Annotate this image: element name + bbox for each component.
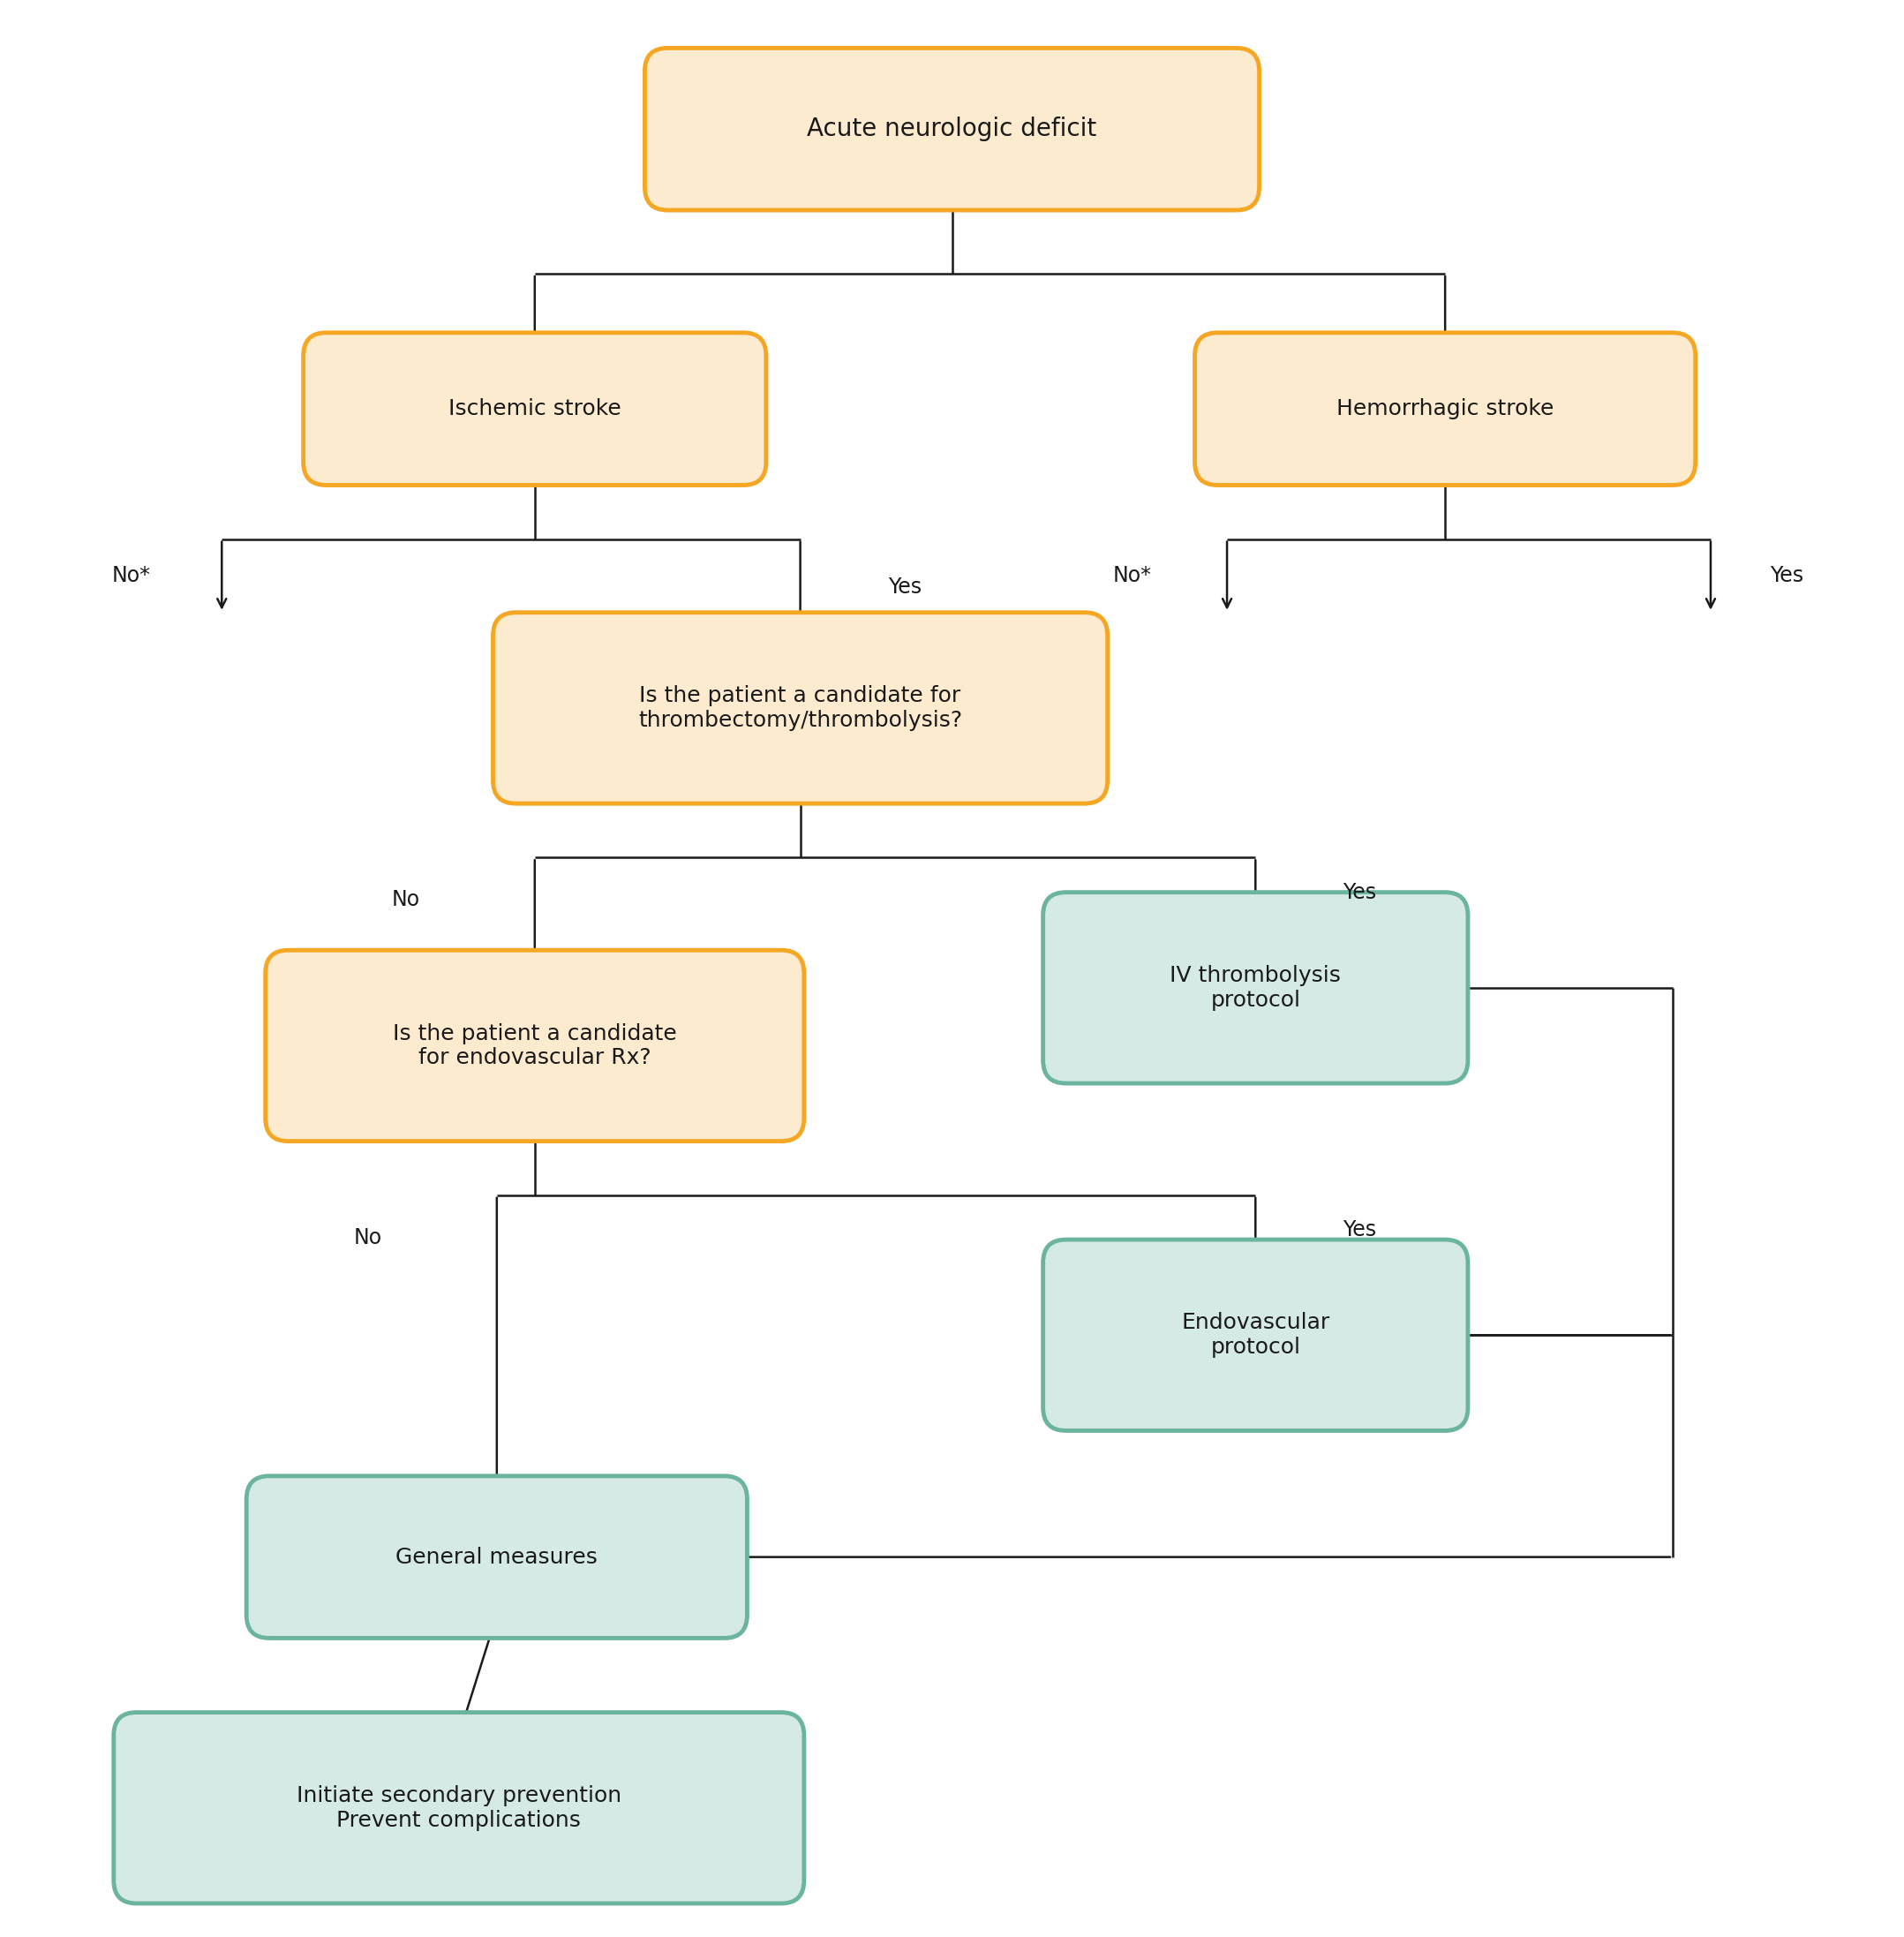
Text: Acute neurologic deficit: Acute neurologic deficit (807, 116, 1097, 141)
Text: Yes: Yes (1342, 1220, 1377, 1240)
Text: Yes: Yes (1769, 566, 1803, 587)
FancyBboxPatch shape (1043, 1240, 1468, 1431)
Text: No: No (354, 1228, 383, 1247)
FancyBboxPatch shape (645, 48, 1259, 209)
Text: Hemorrhagic stroke: Hemorrhagic stroke (1337, 399, 1554, 420)
Text: Ischemic stroke: Ischemic stroke (447, 399, 621, 420)
Text: General measures: General measures (396, 1546, 598, 1567)
FancyBboxPatch shape (303, 333, 765, 484)
FancyBboxPatch shape (493, 612, 1108, 804)
Text: Yes: Yes (887, 577, 922, 599)
Text: Endovascular
protocol: Endovascular protocol (1180, 1311, 1329, 1358)
FancyBboxPatch shape (246, 1476, 746, 1639)
Text: No*: No* (1112, 566, 1152, 587)
Text: IV thrombolysis
protocol: IV thrombolysis protocol (1169, 965, 1340, 1011)
FancyBboxPatch shape (114, 1712, 803, 1904)
Text: Is the patient a candidate for
thrombectomy/thrombolysis?: Is the patient a candidate for thrombect… (638, 686, 962, 730)
Text: Initiate secondary prevention
Prevent complications: Initiate secondary prevention Prevent co… (297, 1786, 621, 1830)
FancyBboxPatch shape (265, 951, 803, 1141)
FancyBboxPatch shape (1043, 893, 1468, 1083)
Text: Is the patient a candidate
for endovascular Rx?: Is the patient a candidate for endovascu… (392, 1023, 676, 1069)
Text: No: No (392, 889, 421, 910)
FancyBboxPatch shape (1196, 333, 1695, 484)
Text: Yes: Yes (1342, 881, 1377, 903)
Text: No*: No* (110, 566, 150, 587)
